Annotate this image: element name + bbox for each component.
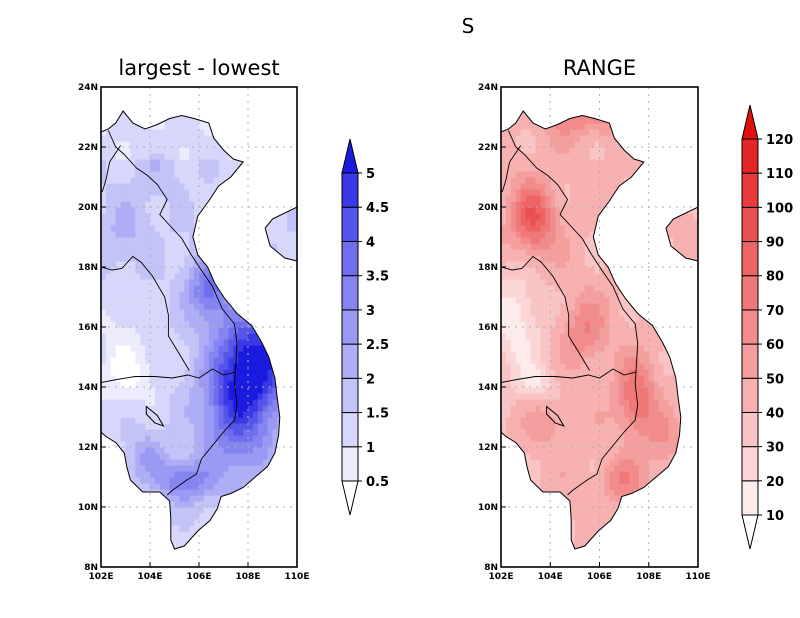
country-border	[501, 145, 522, 193]
x-tick-label: 108E	[636, 572, 661, 582]
colorbar-label: 2	[366, 372, 375, 387]
colorbar-swatch	[741, 377, 759, 413]
colorbar-label: 30	[766, 441, 784, 456]
y-tick-label: 24N	[78, 83, 98, 93]
tonle-sap-lake	[546, 405, 565, 427]
colorbar-label: 3	[366, 304, 375, 319]
panel-title: RANGE	[563, 56, 636, 80]
colorbar-extend-min	[341, 480, 359, 516]
x-tick-label: 104E	[138, 572, 163, 582]
colorbar: 0.5 1 1.5 2 2.5 3 3.5 4 4.5 5	[341, 138, 389, 516]
colorbar-label: 3.5	[366, 270, 389, 285]
coastline	[500, 110, 682, 550]
country-border	[500, 368, 637, 383]
colorbar-label: 110	[766, 167, 793, 182]
x-tick-label: 102E	[489, 572, 514, 582]
colorbar-swatch	[341, 240, 359, 277]
y-tick-label: 18N	[478, 263, 498, 273]
colorbar-label: 70	[766, 304, 784, 319]
colorbar-label: 90	[766, 236, 784, 251]
colorbar-swatch	[741, 480, 759, 516]
x-tick-label: 110E	[285, 572, 310, 582]
colorbar-label: 100	[766, 201, 793, 216]
y-tick-label: 12N	[478, 443, 498, 453]
figure-suptitle: S	[462, 14, 475, 38]
y-tick-label: 20N	[478, 203, 498, 213]
colorbar-label: 40	[766, 406, 784, 421]
colorbar-swatch	[341, 206, 359, 242]
colorbar-label: 0.5	[366, 475, 389, 490]
colorbar-label: 50	[766, 372, 784, 387]
colorbar-swatch	[341, 446, 359, 482]
tonle-sap-lake	[145, 405, 165, 427]
map-panel-range: RANGE 102E 104E 106E 108E 110E 8N 10N 12N 14N 16N 1…	[478, 56, 793, 582]
y-tick-label: 8N	[84, 563, 98, 573]
colorbar-swatch	[741, 206, 759, 243]
country-border	[101, 145, 121, 193]
y-tick-label: 16N	[478, 323, 498, 333]
colorbar-extend-max	[341, 138, 359, 174]
y-tick-label: 10N	[78, 503, 98, 513]
colorbar-swatch	[341, 275, 359, 311]
y-tick-label: 22N	[478, 143, 498, 153]
colorbar-label: 5	[366, 167, 375, 182]
colorbar-extend-max	[741, 104, 759, 140]
country-border	[507, 130, 639, 496]
y-tick-label: 24N	[478, 83, 498, 93]
colorbar-swatch	[741, 411, 759, 448]
y-tick-label: 8N	[484, 563, 498, 573]
colorbar-swatch	[741, 241, 759, 277]
x-tick-label: 106E	[187, 572, 212, 582]
country-border	[107, 130, 238, 496]
colorbar-swatch	[741, 309, 759, 345]
panel-title: largest - lowest	[118, 56, 279, 80]
colorbar: 10 20 30 40 50 60 70 80 90 100 110 120	[741, 104, 793, 550]
x-tick-label: 110E	[686, 572, 711, 582]
colorbar-label: 2.5	[366, 338, 389, 353]
colorbar-label: 1.5	[366, 407, 389, 422]
colorbar-swatch	[741, 172, 759, 208]
colorbar-swatch	[341, 172, 359, 208]
coastline	[100, 110, 281, 550]
x-tick-label: 102E	[89, 572, 114, 582]
country-border	[500, 255, 590, 371]
colorbar-swatch	[341, 343, 359, 379]
colorbar-label: 4	[366, 235, 375, 250]
y-tick-label: 14N	[78, 383, 98, 393]
country-border	[100, 368, 236, 383]
x-tick-label: 104E	[538, 572, 563, 582]
colorbar-label: 80	[766, 270, 784, 285]
colorbar-swatch	[741, 138, 759, 174]
colorbar-label: 10	[766, 509, 784, 524]
y-tick-label: 22N	[78, 143, 98, 153]
colorbar-swatch	[741, 446, 759, 482]
y-tick-label: 14N	[478, 383, 498, 393]
colorbar-extend-min	[741, 514, 759, 550]
colorbar-swatch	[341, 377, 359, 414]
y-tick-label: 20N	[78, 203, 98, 213]
colorbar-swatch	[741, 343, 759, 379]
colorbar-swatch	[741, 275, 759, 311]
country-border	[100, 255, 190, 371]
colorbar-label: 4.5	[366, 201, 389, 216]
y-tick-label: 16N	[78, 323, 98, 333]
x-tick-label: 106E	[587, 572, 612, 582]
colorbar-label: 60	[766, 338, 784, 353]
colorbar-swatch	[341, 309, 359, 345]
x-tick-label: 108E	[236, 572, 261, 582]
y-tick-label: 10N	[478, 503, 498, 513]
y-tick-label: 12N	[78, 443, 98, 453]
colorbar-swatch	[341, 412, 359, 448]
colorbar-label: 120	[766, 133, 793, 148]
colorbar-label: 20	[766, 475, 784, 490]
colorbar-label: 1	[366, 441, 375, 456]
y-tick-label: 18N	[78, 263, 98, 273]
